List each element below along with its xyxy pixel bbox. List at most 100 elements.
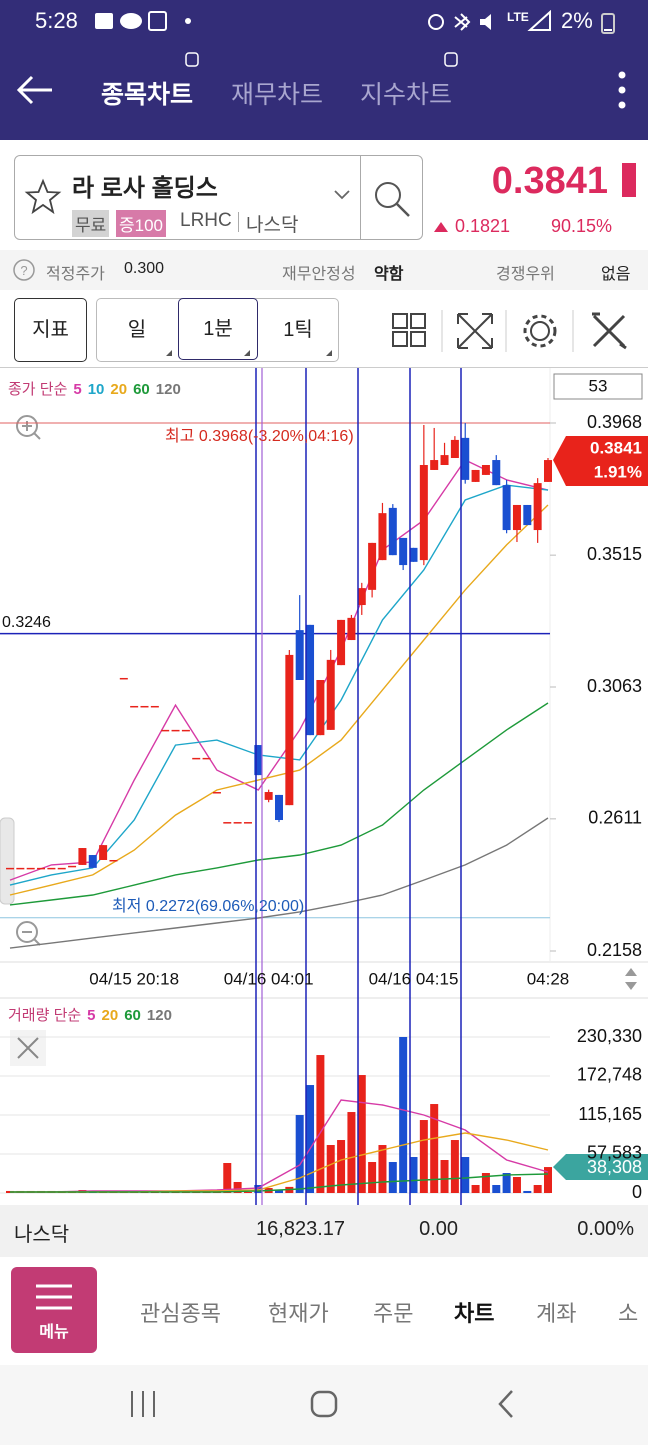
volume-bar xyxy=(492,1185,501,1193)
current-change-pct: 1.91% xyxy=(594,463,642,482)
status-network: LTE xyxy=(507,10,529,24)
volume-bar xyxy=(88,1191,97,1193)
volume-bar xyxy=(243,1191,252,1193)
volume-bar xyxy=(212,1191,221,1193)
candle-body xyxy=(212,792,221,794)
dropdown-chevron[interactable] xyxy=(332,188,352,202)
candle-body xyxy=(78,848,87,865)
zoom-in[interactable] xyxy=(16,415,41,440)
back-button[interactable] xyxy=(14,72,56,108)
volume-bar xyxy=(275,1189,283,1193)
divider xyxy=(238,212,239,232)
search-button[interactable] xyxy=(370,177,414,221)
y-tick-label: 230,330 xyxy=(577,1026,642,1046)
volume-bar xyxy=(440,1160,449,1193)
tab[interactable]: 재무차트 xyxy=(231,81,324,109)
system-buttons[interactable] xyxy=(120,1385,540,1425)
help-icon[interactable]: ? xyxy=(12,258,36,282)
volume-bar xyxy=(399,1037,408,1193)
volume-bar xyxy=(37,1190,46,1193)
nav-item[interactable]: 계좌 xyxy=(536,1301,577,1326)
volume-bar xyxy=(26,1190,35,1193)
indicator-button[interactable]: 지표 xyxy=(14,298,87,362)
scroll-arrows[interactable] xyxy=(625,968,637,990)
stock-selector[interactable] xyxy=(14,155,423,240)
candle-body xyxy=(378,513,387,561)
volume-bar xyxy=(409,1157,418,1193)
moving-average-line xyxy=(10,1099,549,1193)
volume-bar xyxy=(202,1191,211,1193)
cursor-lines xyxy=(255,368,462,1205)
volume-bar xyxy=(254,1185,263,1193)
volume-bar xyxy=(47,1190,56,1193)
volume-bar xyxy=(337,1140,346,1193)
status-icons-right xyxy=(428,10,551,31)
candle-body xyxy=(161,729,170,732)
legend-entry: 20 xyxy=(102,1007,119,1024)
candle-body xyxy=(419,465,428,561)
candle-body xyxy=(409,547,418,562)
nav-item[interactable]: 관심종목 xyxy=(140,1301,221,1326)
candle-body xyxy=(544,460,552,482)
period-button[interactable]: 일 xyxy=(127,319,147,341)
legend-entry: 5 xyxy=(87,1007,95,1024)
nav-item[interactable]: 현재가 xyxy=(268,1301,329,1326)
period-button[interactable]: 1틱 xyxy=(283,319,313,341)
legend-entry: 10 xyxy=(88,381,105,398)
tab[interactable]: 지수차트 xyxy=(360,81,453,109)
nav-item[interactable]: 주문 xyxy=(373,1301,414,1326)
price-flag xyxy=(622,163,636,197)
volume-bar xyxy=(171,1191,180,1193)
candle-body xyxy=(119,677,128,680)
volume-bar xyxy=(368,1162,377,1193)
candle-body xyxy=(264,792,273,800)
nav-item[interactable]: 소 xyxy=(618,1301,639,1326)
candle-body xyxy=(471,469,480,482)
candle-body xyxy=(461,437,470,480)
status-time: 5:28 xyxy=(35,8,78,33)
volume-bar xyxy=(140,1191,149,1193)
nav-item-active[interactable]: 차트 xyxy=(454,1301,495,1326)
volume-bar xyxy=(419,1120,428,1193)
moving-average-line xyxy=(10,1132,549,1193)
legend-title: 종가 단순 xyxy=(8,381,68,398)
y-tick-label: 115,165 xyxy=(578,1104,642,1124)
moving-average-line xyxy=(9,504,549,896)
volume-bar xyxy=(544,1167,552,1193)
info-row xyxy=(0,250,648,290)
volume-bar xyxy=(533,1185,542,1193)
volume-bar xyxy=(6,1190,14,1193)
close-volume[interactable] xyxy=(10,1030,46,1066)
zoom-out[interactable] xyxy=(16,921,41,946)
tab-active[interactable]: 종목차트 xyxy=(101,81,194,109)
candle-body xyxy=(16,867,25,870)
candle-body xyxy=(295,630,304,680)
period-button-selected[interactable]: 1분 xyxy=(178,298,258,360)
menu-button[interactable] xyxy=(11,1267,97,1353)
candle-body xyxy=(47,867,56,870)
current-price: 0.3841 xyxy=(590,439,642,458)
candle-body xyxy=(502,485,511,531)
candle-body xyxy=(202,757,211,760)
index-change: 0.00 xyxy=(419,1218,458,1240)
current-volume-tag xyxy=(553,1154,648,1181)
legend-entry: 120 xyxy=(156,381,181,398)
info-value: 약함 xyxy=(374,266,404,283)
candle-body xyxy=(450,439,459,459)
tool-icons[interactable] xyxy=(388,306,638,356)
x-tick-label: 04/16 04:01 xyxy=(224,969,314,988)
side-handle[interactable] xyxy=(0,817,15,905)
moving-average-line xyxy=(9,484,549,886)
volume-bar xyxy=(119,1191,128,1193)
candle-body xyxy=(440,455,449,466)
candle-body xyxy=(57,867,66,870)
candle-body xyxy=(357,588,366,606)
x-tick-label: 04/15 20:18 xyxy=(89,969,179,988)
up-triangle xyxy=(434,222,448,232)
moving-average-line xyxy=(9,702,549,906)
legend-entry: 60 xyxy=(133,381,150,398)
stock-name: 라 로사 홀딩스 xyxy=(72,175,218,202)
candle-body xyxy=(181,729,190,732)
more-menu[interactable] xyxy=(612,70,632,110)
favorite-star[interactable] xyxy=(24,178,62,216)
